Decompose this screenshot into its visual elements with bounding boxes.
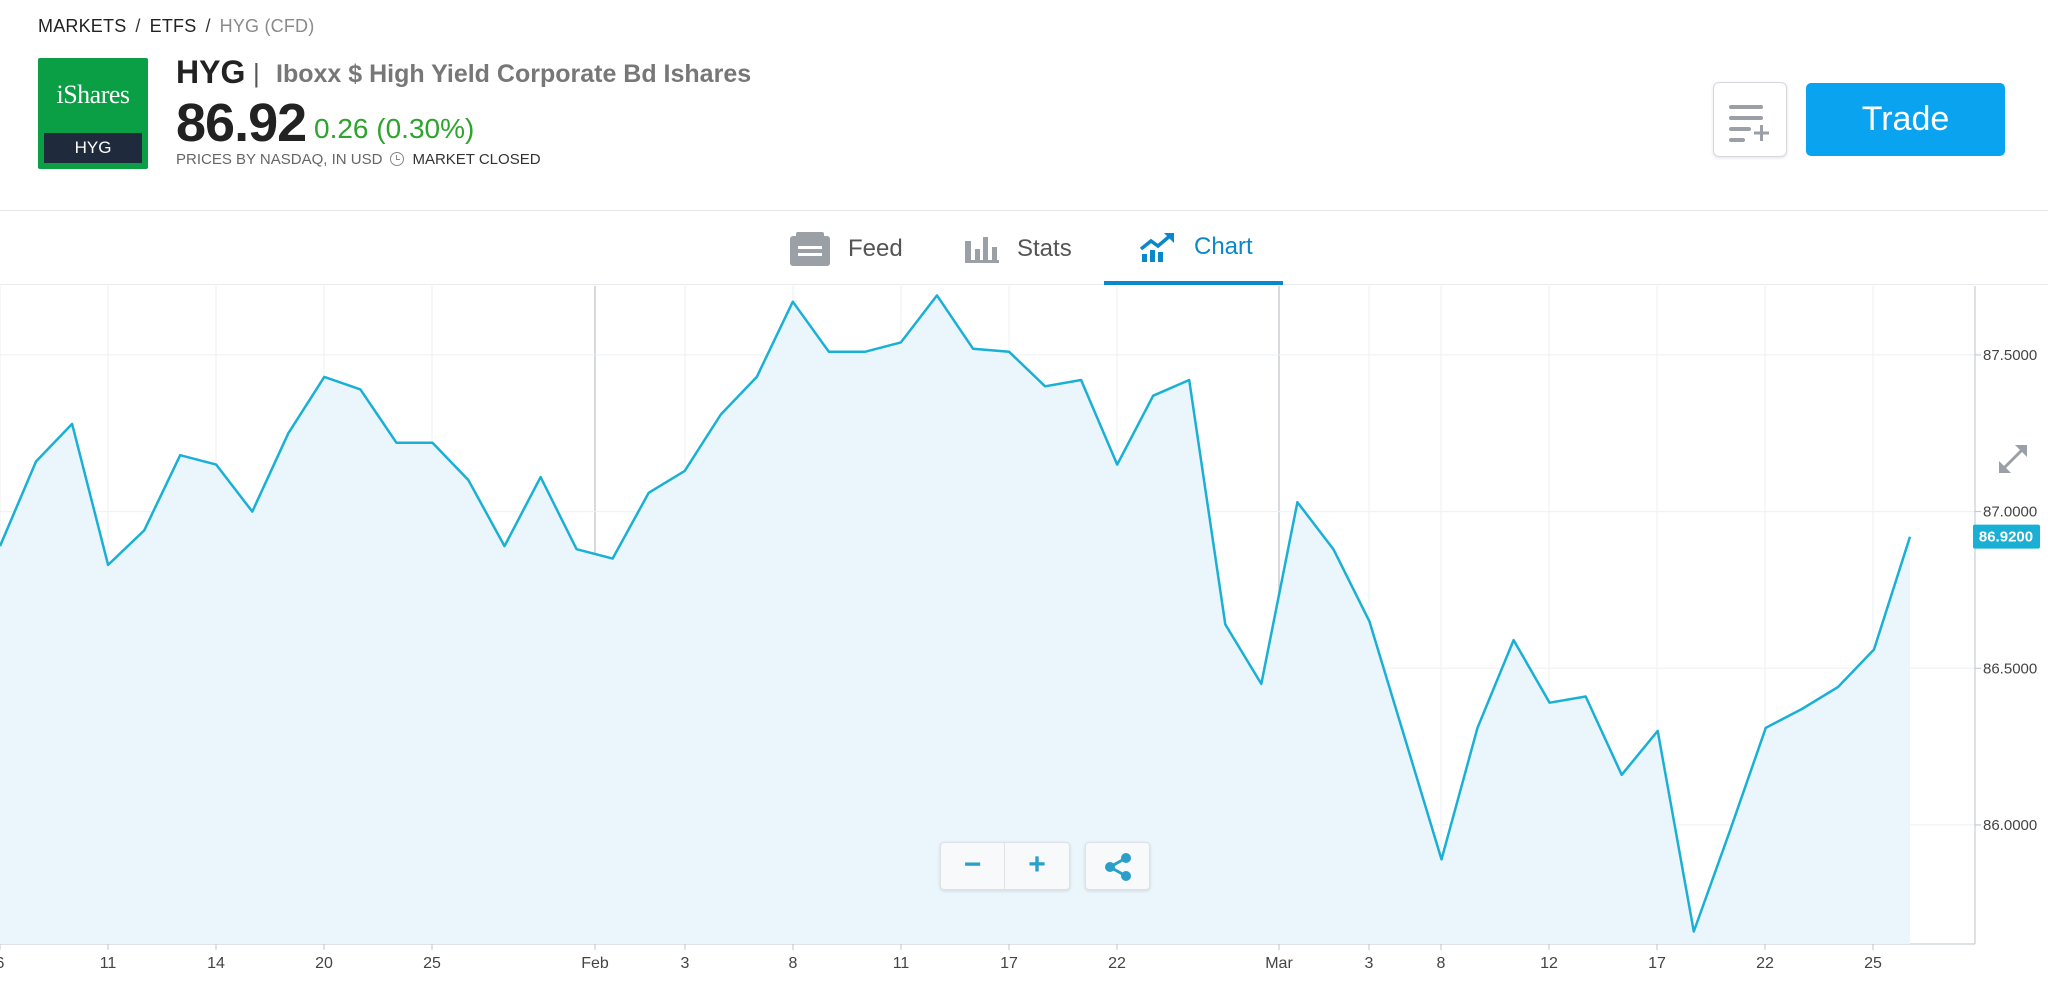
price-chart[interactable]: 6 11 14 20 25 Feb 3 8 11 17 22 Mar 3 8 12 17 22 25 87.500… — [0, 286, 2048, 987]
last-price-badge — [1973, 524, 2040, 549]
x-tick-label: 20 — [315, 955, 333, 972]
share-button[interactable] — [1085, 842, 1150, 890]
share-icon — [1105, 853, 1131, 881]
x-tick-label: 17 — [1648, 955, 1666, 972]
tab-feed[interactable]: Feed — [790, 212, 930, 285]
instrument-tabs: Feed Stats Chart — [0, 212, 2048, 473]
add-to-watchlist-button[interactable] — [1713, 82, 1787, 157]
price-meta: PRICES BY NASDAQ, IN USD MARKET CLOSED — [176, 151, 541, 168]
breadcrumb-markets[interactable]: MARKETS — [38, 16, 127, 36]
price-source: PRICES BY NASDAQ, IN USD — [176, 151, 383, 168]
expand-icon[interactable] — [1995, 441, 2031, 477]
instrument-header: MARKETS / ETFS / HYG (CFD) iShares HYG HYG |… — [0, 0, 2048, 211]
feed-icon — [790, 231, 830, 266]
x-tick-label: 6 — [0, 955, 5, 972]
price-line — [0, 294, 1912, 933]
current-price: 86.92 — [176, 93, 307, 153]
zoom-in-button[interactable]: + — [1028, 848, 1046, 881]
breadcrumb: MARKETS / ETFS / HYG (CFD) — [38, 16, 314, 37]
x-tick-label: 8 — [789, 955, 798, 972]
breadcrumb-etfs[interactable]: ETFS — [149, 16, 197, 36]
x-tick-label: 3 — [1365, 955, 1374, 972]
tab-chart[interactable]: Chart — [1104, 212, 1283, 285]
breadcrumb-separator: / — [135, 16, 141, 36]
y-tick-label: 86.0000 — [1983, 817, 2037, 834]
clock-icon — [390, 152, 405, 166]
y-tick-label: 86.5000 — [1983, 660, 2037, 677]
x-tick-label: 22 — [1108, 955, 1126, 972]
y-tick-label: 87.0000 — [1983, 504, 2037, 521]
x-tick-label: 17 — [1000, 955, 1018, 972]
price-area-fill — [0, 295, 1910, 944]
zoom-out-button[interactable]: − — [941, 843, 1005, 889]
x-tick-label: Mar — [1265, 955, 1293, 972]
x-tick-label: 11 — [893, 955, 910, 972]
x-tick-label: 3 — [681, 955, 690, 972]
tab-feed-label: Feed — [848, 234, 903, 262]
breadcrumb-separator: / — [205, 16, 211, 36]
x-tick-label: 22 — [1756, 955, 1774, 972]
bar-chart-icon — [965, 236, 999, 263]
y-axis: 87.5000 87.0000 86.5000 86.0000 — [1975, 347, 2037, 834]
instrument-logo: iShares HYG — [38, 58, 148, 169]
x-tick-label: 25 — [1864, 955, 1882, 972]
x-tick-label: 12 — [1540, 955, 1558, 972]
tab-chart-label: Chart — [1194, 232, 1253, 260]
trade-button[interactable]: Trade — [1806, 83, 2005, 156]
tab-stats-label: Stats — [1017, 234, 1072, 262]
x-axis: 6 11 14 20 25 Feb 3 8 11 17 22 Mar 3 8 12 17 22 25 — [0, 944, 1882, 972]
price-change: 0.26 (0.30%) — [314, 113, 475, 144]
trend-chart-icon — [1140, 232, 1174, 262]
x-tick-label: 14 — [207, 955, 225, 972]
y-tick-label: 87.5000 — [1983, 347, 2037, 364]
logo-brand: iShares — [56, 80, 130, 109]
x-tick-label: 11 — [100, 955, 117, 972]
logo-ticker: HYG — [44, 133, 142, 163]
instrument-symbol: HYG — [176, 54, 246, 90]
tab-stats[interactable]: Stats — [965, 212, 1095, 285]
instrument-name: Iboxx $ High Yield Corporate Bd Ishares — [276, 60, 752, 88]
price-chart-svg: 6 11 14 20 25 Feb 3 8 11 17 22 Mar 3 8 12 17 22 25 87.500… — [0, 286, 2040, 972]
add-to-list-icon — [1729, 105, 1769, 142]
title-divider: | — [253, 58, 260, 88]
last-price-label: 86.9200 — [1979, 529, 2033, 546]
x-tick-label: Feb — [581, 955, 609, 972]
x-tick-label: 25 — [423, 955, 441, 972]
x-tick-label: 8 — [1437, 955, 1446, 972]
zoom-controls: − + — [940, 842, 1070, 890]
breadcrumb-current: HYG (CFD) — [219, 16, 315, 36]
market-status: MARKET CLOSED — [412, 151, 541, 168]
last-price-marker: 86.9200 — [1973, 524, 2040, 549]
